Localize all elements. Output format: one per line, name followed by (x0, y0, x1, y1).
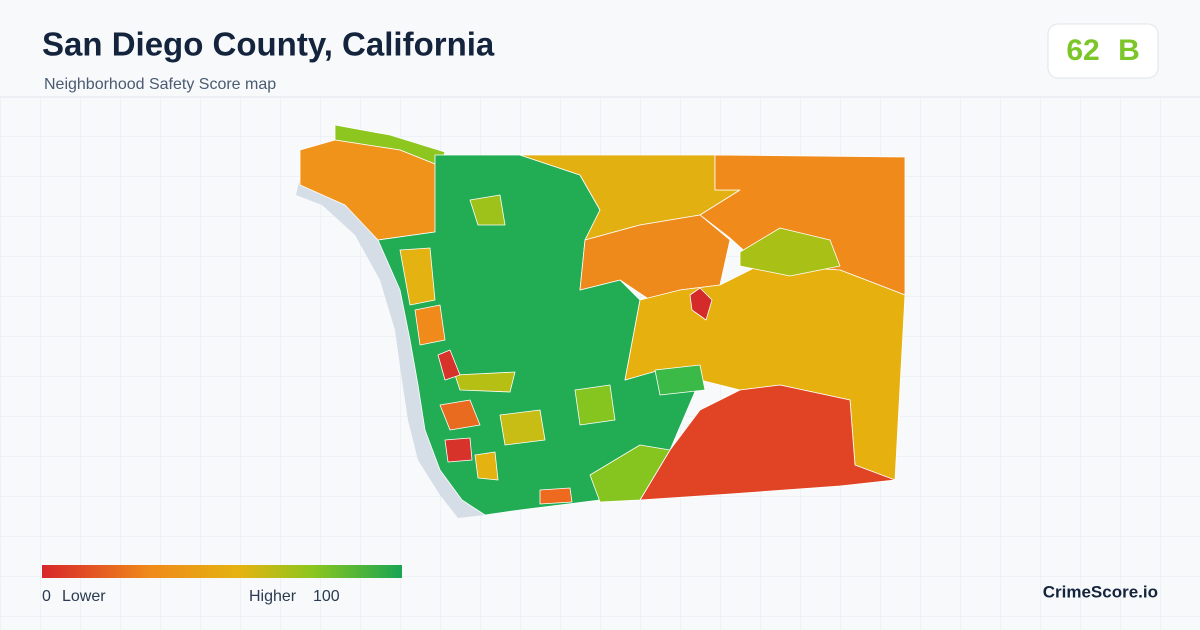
region (499, 409, 546, 446)
region (739, 227, 841, 277)
region (437, 349, 461, 381)
region (689, 287, 713, 321)
region (639, 384, 896, 501)
subtitle: Neighborhood Safety Score map (44, 76, 276, 93)
legend-min: 0 (42, 588, 51, 605)
region (454, 371, 516, 393)
score-grade: B (1118, 34, 1140, 67)
region (414, 304, 446, 346)
title: San Diego County, California (42, 26, 495, 63)
brand: CrimeScore.io (1043, 582, 1158, 601)
region (399, 247, 436, 306)
region (439, 399, 481, 431)
region (469, 194, 506, 226)
header-band (0, 0, 1200, 97)
score-badge (1047, 23, 1159, 79)
region (574, 384, 616, 426)
region (589, 444, 671, 503)
legend-scale (42, 565, 402, 578)
region (539, 487, 573, 505)
region (654, 364, 706, 396)
county-map (296, 124, 906, 518)
region (444, 437, 473, 463)
legend-min-label: Lower (62, 588, 106, 605)
region (474, 451, 499, 481)
legend-max-label: Higher (249, 588, 297, 605)
legend-max: 100 (313, 588, 340, 605)
score-value: 62 (1066, 34, 1099, 67)
